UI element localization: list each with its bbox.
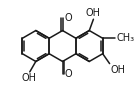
Text: OH: OH: [22, 73, 37, 83]
Text: O: O: [64, 13, 72, 23]
Text: OH: OH: [111, 65, 126, 75]
Text: CH₃: CH₃: [117, 33, 135, 43]
Text: O: O: [64, 69, 72, 79]
Text: OH: OH: [86, 8, 101, 18]
